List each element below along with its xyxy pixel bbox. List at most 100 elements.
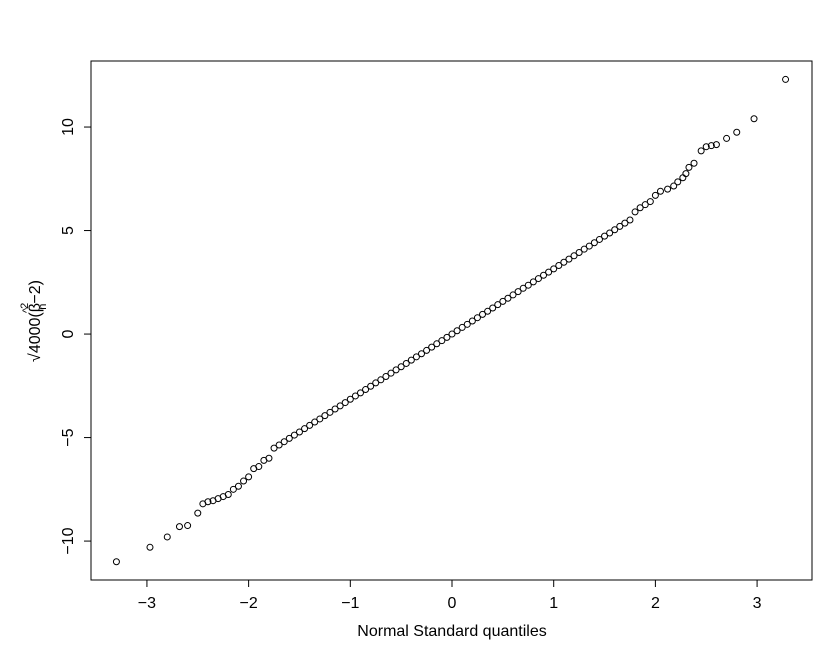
point [479,310,487,318]
point [733,128,741,136]
point [448,330,456,338]
point [707,142,715,150]
point [468,317,476,325]
point [301,425,309,433]
point [407,356,415,364]
y-label-part: n [37,304,49,310]
point [397,363,405,371]
point [646,198,654,206]
point [423,346,431,354]
point [382,372,390,380]
point [616,222,624,230]
point [275,441,283,449]
point [367,382,375,390]
point [489,304,497,312]
point [685,163,693,171]
point [255,463,263,471]
point [234,482,242,490]
point [194,509,202,517]
point [443,333,451,341]
point [433,340,441,348]
x-tick-label: 1 [549,595,558,612]
point [316,415,324,423]
point [626,216,634,224]
point [463,320,471,328]
point [204,498,212,506]
point [664,185,672,193]
point [545,268,553,276]
point [631,208,639,216]
y-label-part: −2) [27,280,44,304]
point [402,359,410,367]
point [570,252,578,260]
point [670,182,678,190]
point [702,143,710,151]
y-tick-label: −10 [60,527,77,554]
point [499,297,507,305]
point [306,421,314,429]
y-tick-label: 5 [60,226,77,235]
point [341,399,349,407]
point [295,428,303,436]
point [611,226,619,234]
x-tick-label: −2 [239,595,257,612]
point [560,258,568,266]
point [265,454,273,462]
y-label-part: 2 [19,303,31,309]
y-axis-label: √4000(β^2 n−2) [19,280,49,362]
point [750,115,758,123]
point [590,239,598,247]
point [575,248,583,256]
x-axis-label: Normal Standard quantiles [357,623,546,640]
point [651,191,659,199]
point [326,408,334,416]
plot-frame [90,60,813,581]
point [674,178,682,186]
y-label-part: ^ [21,307,33,313]
point [529,278,537,286]
point [270,444,278,452]
x-tick-label: 3 [753,595,762,612]
point [428,343,436,351]
point [112,558,120,566]
point [321,412,329,420]
point [331,405,339,413]
point [387,369,395,377]
point [280,438,288,446]
point [412,353,420,361]
point [377,376,385,384]
point [585,242,593,250]
point [656,187,664,195]
point [636,204,644,212]
x-tick-label: −3 [138,595,156,612]
point [229,485,237,493]
point [285,434,293,442]
point [723,134,731,142]
x-tick-label: 2 [651,595,660,612]
point [484,307,492,315]
point [595,235,603,243]
point [458,323,466,331]
point [524,281,532,289]
point [504,294,512,302]
point [601,232,609,240]
y-tick-label: 10 [60,118,77,136]
point [175,523,183,531]
y-tick-label: 0 [60,330,77,339]
point [514,288,522,296]
x-tick-label: 0 [448,595,457,612]
point [580,245,588,253]
point [438,337,446,345]
point [621,219,629,227]
y-tick-label: −5 [60,428,77,446]
point [290,431,298,439]
point [351,392,359,400]
point [679,174,687,182]
point [682,170,690,178]
point [690,159,698,167]
point [606,229,614,237]
point [372,379,380,387]
point [346,395,354,403]
point [565,255,573,263]
point [418,350,426,358]
